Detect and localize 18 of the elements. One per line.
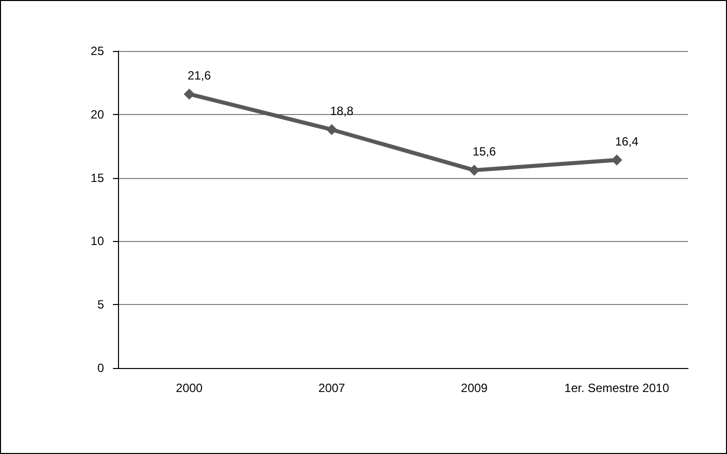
y-tick-label: 10 bbox=[90, 234, 104, 248]
y-tick-label: 5 bbox=[97, 298, 104, 312]
data-label: 21,6 bbox=[188, 68, 212, 83]
x-tick-label: 1er. Semestre 2010 bbox=[564, 381, 670, 395]
data-label: 16,4 bbox=[615, 134, 639, 149]
y-tick-label: 25 bbox=[90, 44, 104, 58]
x-tick-label: 2007 bbox=[318, 381, 346, 395]
point bbox=[184, 88, 195, 100]
point bbox=[611, 154, 622, 166]
data-label: 18,8 bbox=[330, 104, 354, 118]
data-label: 15,6 bbox=[472, 144, 496, 159]
y-tick-label: 20 bbox=[90, 107, 104, 122]
y-tick-label: 0 bbox=[97, 361, 104, 375]
point bbox=[468, 164, 480, 176]
point bbox=[326, 124, 338, 136]
x-tick-label: 2009 bbox=[460, 381, 488, 395]
x-tick-label: 2000 bbox=[176, 381, 203, 395]
y-tick-label: 15 bbox=[90, 170, 104, 185]
